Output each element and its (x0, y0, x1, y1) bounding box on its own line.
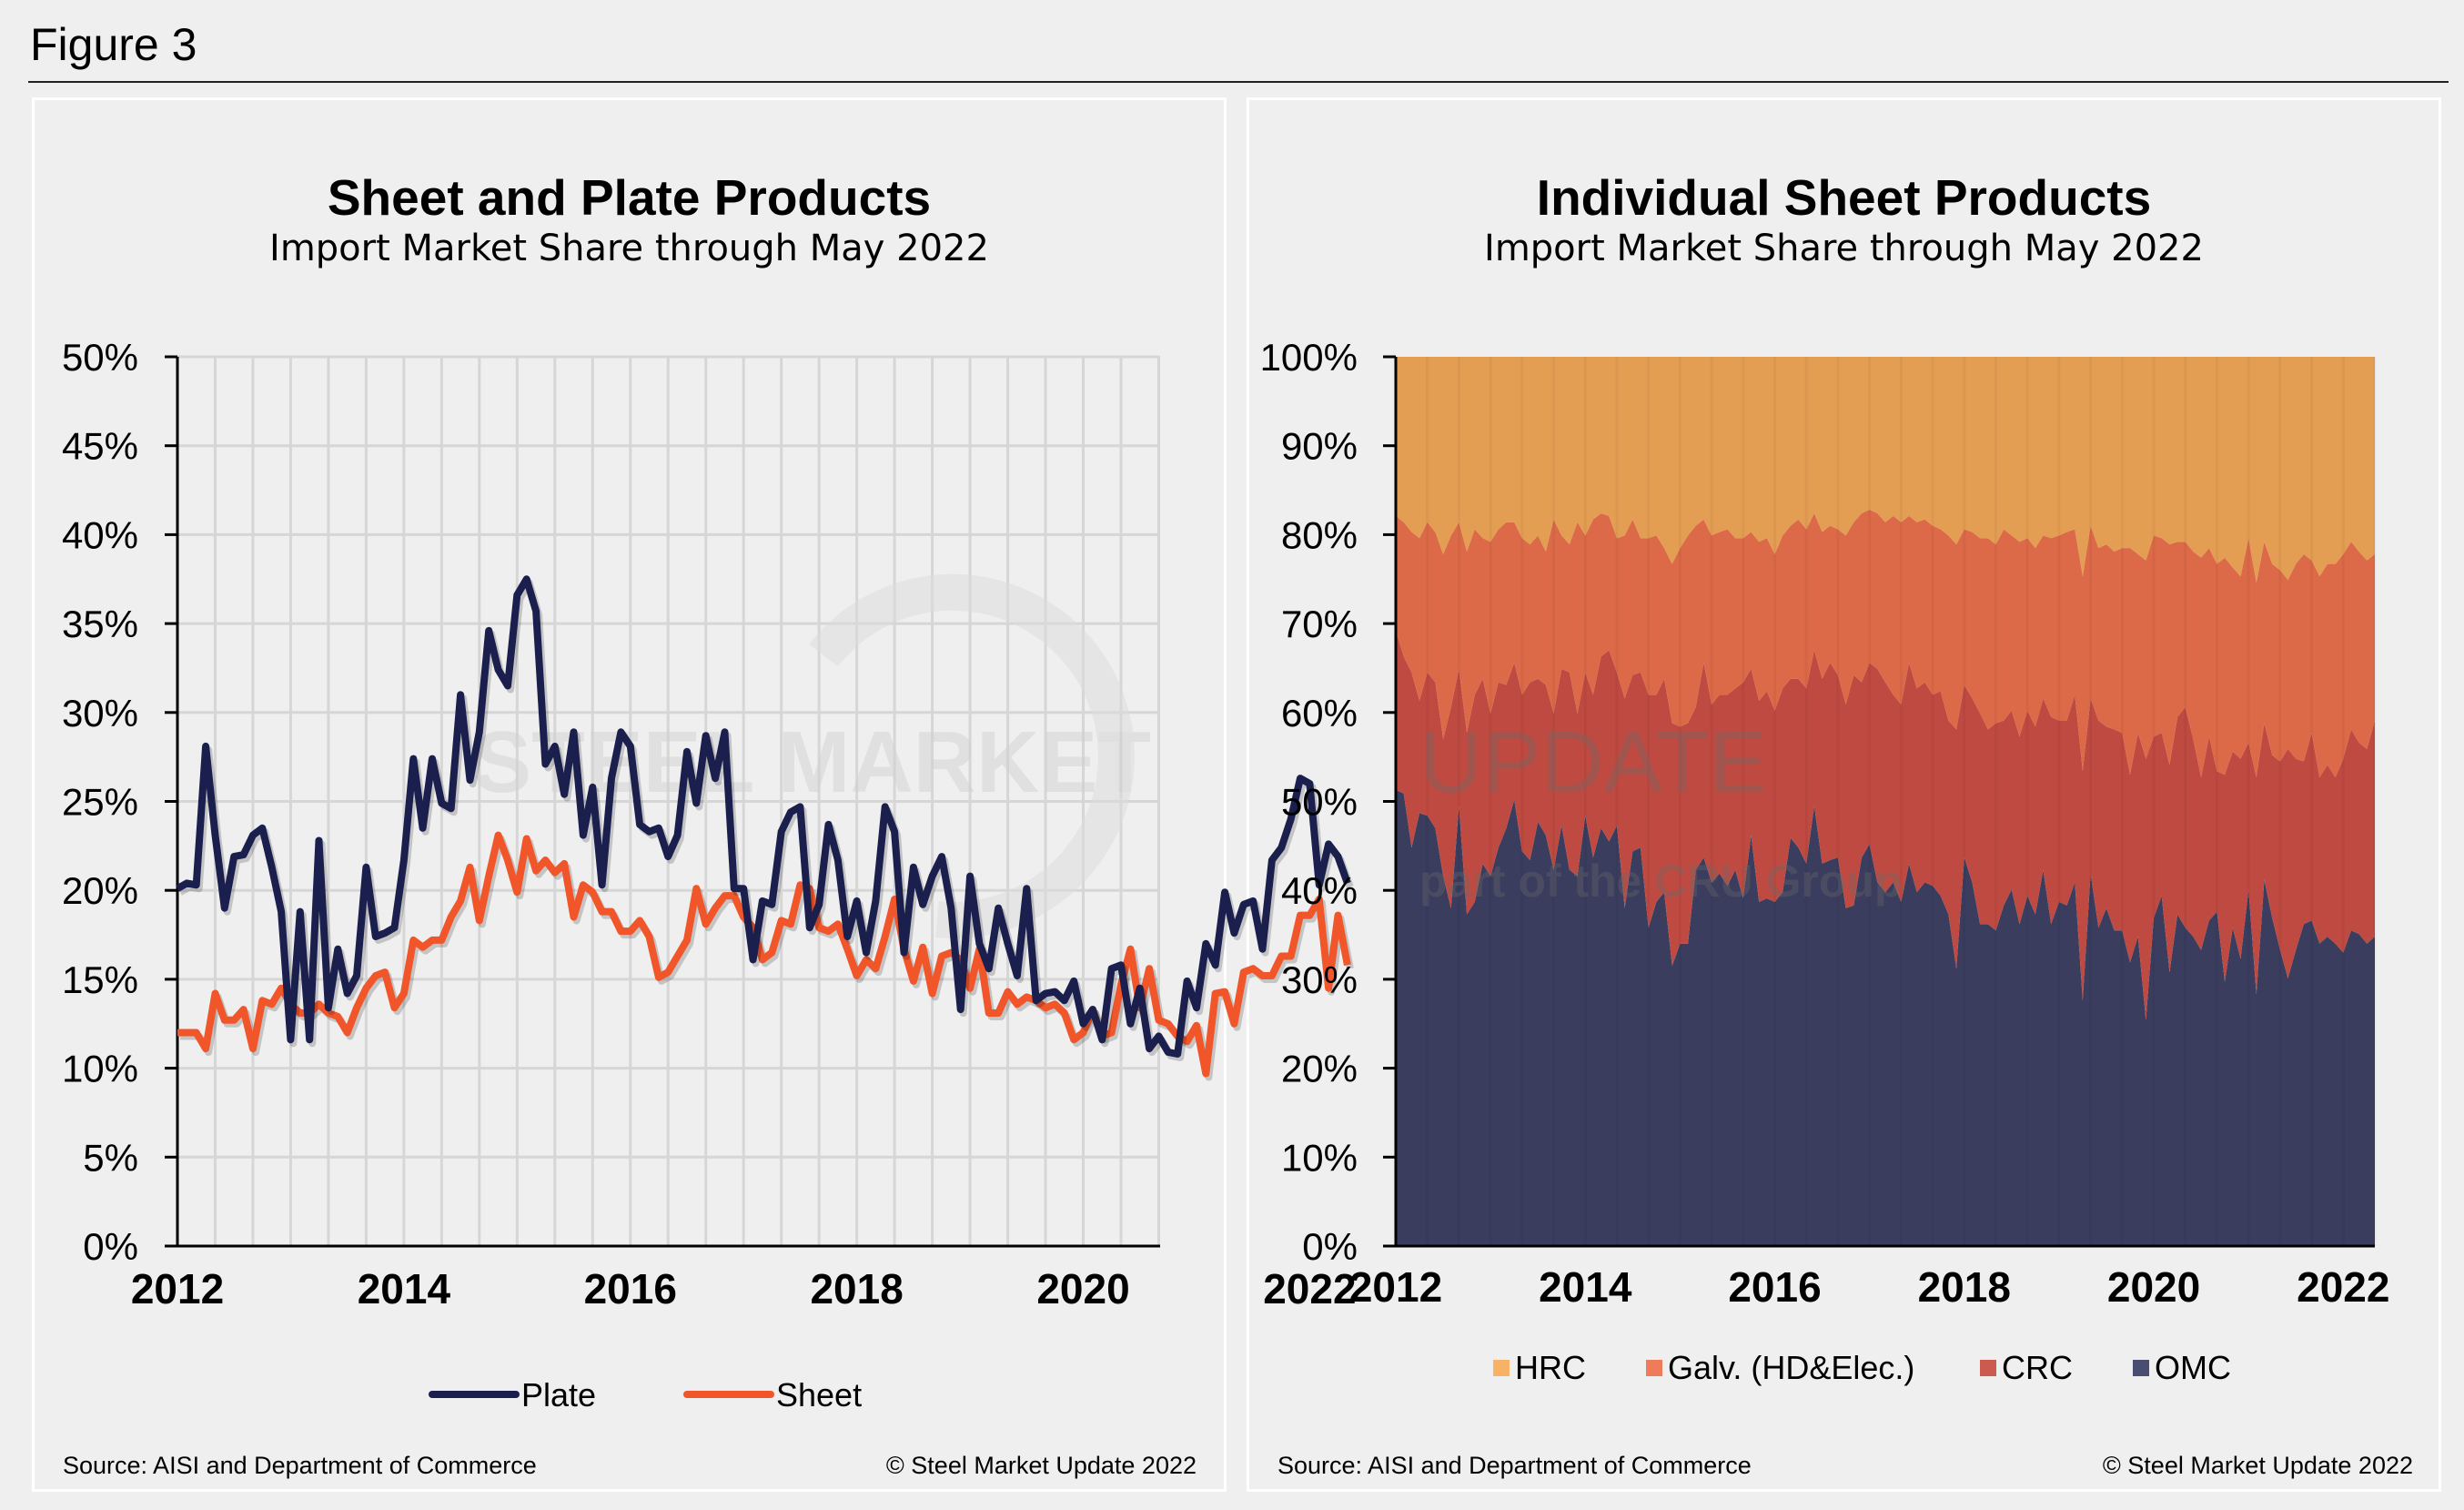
legend-item-hrc: HRC (1493, 1349, 1586, 1386)
y-tick-label: 30% (1281, 958, 1358, 1001)
x-tick-label: 2020 (1036, 1265, 1129, 1312)
y-tick-label: 50% (62, 336, 138, 379)
legend-item-sheet: Sheet (683, 1376, 862, 1414)
watermark-subtext: part of the CRU Group (1419, 856, 1903, 907)
legend-swatch (1980, 1360, 1996, 1376)
watermark-text: UPDATE (1419, 714, 1767, 811)
chart-title: Sheet and Plate Products (327, 169, 932, 226)
x-tick-label: 2018 (1918, 1263, 2011, 1311)
x-tick-label: 2012 (1349, 1263, 1442, 1311)
y-tick-label: 60% (1281, 692, 1358, 735)
legend-swatch (2133, 1360, 2149, 1376)
chart-title: Individual Sheet Products (1536, 169, 2152, 226)
source-note: Source: AISI and Department of Commerce (1277, 1452, 1752, 1479)
area-omc (1396, 789, 2375, 1246)
x-tick-label: 2012 (131, 1265, 224, 1312)
y-tick-label: 50% (1281, 781, 1358, 824)
figure-title: Figure 3 (30, 19, 197, 70)
legend-label: Sheet (776, 1376, 862, 1414)
x-tick-label: 2016 (1728, 1263, 1821, 1311)
legend-swatch (1493, 1360, 1510, 1376)
legend-label: CRC (2002, 1349, 2073, 1386)
series-line-plate (176, 575, 1351, 1058)
y-tick-label: 25% (62, 781, 138, 824)
chart-subtitle: Import Market Share through May 2022 (269, 228, 989, 269)
legend-label: OMC (2155, 1349, 2231, 1386)
y-tick-label: 10% (1281, 1136, 1358, 1179)
copyright-note: © Steel Market Update 2022 (885, 1452, 1197, 1479)
y-tick-label: 10% (62, 1048, 138, 1090)
copyright-note: © Steel Market Update 2022 (2102, 1452, 2413, 1479)
x-tick-label: 2018 (810, 1265, 903, 1312)
area-crc (1396, 630, 2375, 1020)
legend-label: Galv. (HD&Elec.) (1668, 1349, 1914, 1386)
chart-subtitle: Import Market Share through May 2022 (1484, 228, 2204, 269)
y-tick-label: 100% (1260, 336, 1358, 379)
y-tick-label: 80% (1281, 513, 1358, 556)
watermark-arc (809, 573, 1135, 938)
watermark-logo: STEEL MARKET (473, 573, 1151, 938)
y-tick-label: 0% (83, 1225, 138, 1268)
area-hrc (1396, 357, 2375, 583)
legend-item-crc: CRC (1980, 1349, 2073, 1386)
y-tick-label: 40% (62, 513, 138, 556)
legend-label: Plate (521, 1376, 596, 1414)
y-tick-label: 20% (1281, 1048, 1358, 1090)
x-tick-label: 2014 (358, 1265, 451, 1312)
watermark-text: STEEL MARKET (473, 714, 1151, 811)
legend-item-plate: Plate (429, 1376, 596, 1414)
y-tick-label: 70% (1281, 603, 1358, 645)
legend-label: HRC (1515, 1349, 1586, 1386)
legend-item-galv-hd-elec: Galv. (HD&Elec.) (1646, 1349, 1914, 1386)
y-tick-label: 90% (1281, 425, 1358, 468)
x-tick-label: 2022 (2297, 1263, 2389, 1311)
y-tick-label: 20% (62, 869, 138, 912)
y-tick-label: 40% (1281, 869, 1358, 912)
y-tick-label: 0% (1302, 1225, 1358, 1268)
y-tick-label: 15% (62, 958, 138, 1001)
legend-swatch (1646, 1360, 1662, 1376)
y-tick-label: 35% (62, 603, 138, 645)
y-tick-label: 45% (62, 425, 138, 468)
series-shadow (178, 579, 1354, 1061)
x-tick-label: 2022 (1263, 1265, 1356, 1312)
left-chart-panel: Sheet and Plate Products Import Market S… (32, 97, 1227, 1492)
right-chart-panel: Individual Sheet Products Import Market … (1247, 97, 2441, 1492)
y-tick-label: 30% (62, 692, 138, 735)
x-tick-label: 2016 (584, 1265, 677, 1312)
x-tick-label: 2020 (2107, 1263, 2200, 1311)
legend-item-omc: OMC (2133, 1349, 2231, 1386)
area-galv-hd-elec (1396, 510, 2375, 778)
title-divider (28, 81, 2449, 83)
y-tick-label: 5% (83, 1136, 138, 1179)
watermark-logo: UPDATE part of the CRU Group (1419, 714, 1903, 907)
x-tick-label: 2014 (1539, 1263, 1632, 1311)
source-note: Source: AISI and Department of Commerce (63, 1452, 537, 1479)
